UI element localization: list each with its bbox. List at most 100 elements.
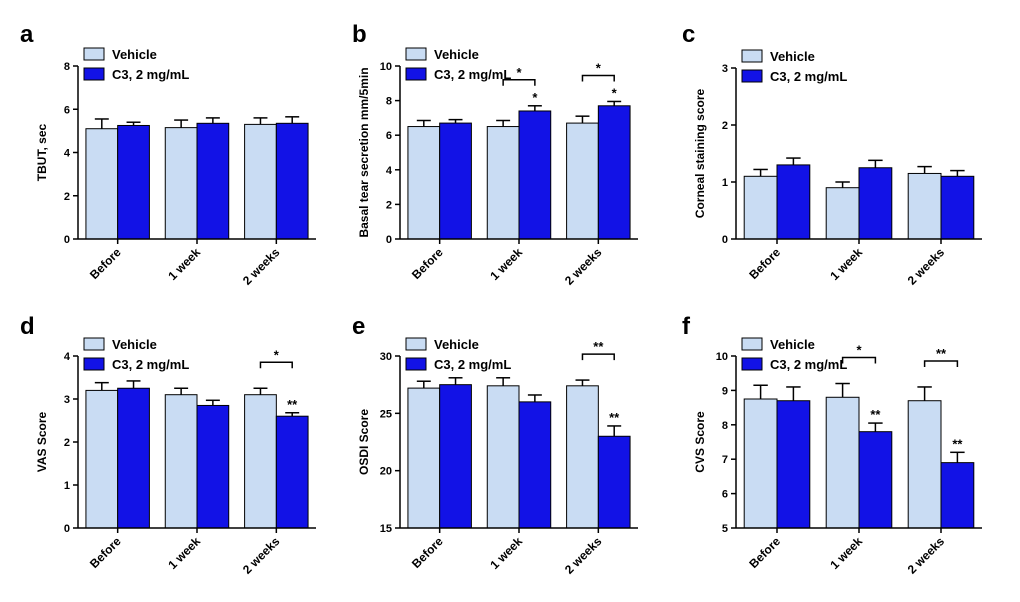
legend-label-vehicle: Vehicle [434,47,479,62]
panel-d: d 0 1 2 3 4 Before 1 week 2 weeks VAS Score Vehicl… [20,313,316,577]
significance-mark: ** [870,407,881,422]
bar-c3-0 [776,400,811,529]
significance-mark: * [274,347,280,362]
x-tick-label: 1 week [165,534,203,572]
y-tick-label: 4 [386,165,393,177]
x-tick-label: 2 weeks [240,245,283,288]
y-tick-label: 10 [380,61,392,73]
y-tick-label: 6 [386,130,392,142]
y-tick-label: 2 [722,120,728,132]
y-tick-label: 3 [64,394,70,406]
bar-vehicle-0 [85,389,119,529]
y-tick-label: 4 [64,351,71,363]
bar-vehicle-0 [407,126,441,240]
bar-vehicle-1 [486,385,520,529]
y-axis-label: Basal tear secretion mm/5min [357,67,371,237]
panel-e: e 15 20 25 30 Before 1 week 2 weeks OSDI Score Ve… [352,313,638,577]
y-tick-label: 3 [722,63,728,75]
significance-mark: * [596,60,602,75]
significance-bracket [502,79,536,86]
bar-vehicle-0 [743,175,778,240]
bar-c3-1 [858,431,893,529]
y-tick-label: 2 [386,199,392,211]
panel-b: b 0 2 4 6 8 10 Before 1 week 2 weeks Basal tear se… [352,21,638,288]
y-tick-label: 0 [64,523,70,535]
bar-c3-1 [858,167,893,240]
significance-mark: * [516,65,522,80]
bar-c3-2 [940,175,975,240]
x-tick-label: 2 weeks [905,245,948,288]
x-tick-label: 2 weeks [240,534,283,577]
x-tick-label: 2 weeks [562,534,605,577]
x-tick-label: 1 week [165,245,203,283]
y-tick-label: 6 [64,104,70,116]
bar-c3-2 [275,122,309,240]
panel-letter: f [682,313,691,340]
x-tick-label: Before [409,245,446,282]
legend-swatch-vehicle [405,337,427,351]
significance-mark: ** [287,397,298,412]
significance-bracket [581,74,615,82]
bar-c3-0 [439,384,472,529]
y-tick-label: 0 [722,234,728,246]
legend-swatch-c3 [741,69,763,83]
bar-vehicle-2 [244,123,277,240]
significance-bracket [923,360,959,367]
significance-mark: ** [952,436,963,451]
y-tick-label: 6 [722,489,728,501]
x-tick-label: 2 weeks [562,245,605,288]
y-tick-label: 30 [380,351,392,363]
bar-c3-0 [117,387,150,529]
y-axis-label: VAS Score [35,411,49,472]
significance-mark: * [856,343,862,358]
bar-c3-0 [117,124,150,240]
bar-vehicle-1 [825,396,860,529]
legend-swatch-c3 [405,67,427,81]
bar-vehicle-2 [907,172,942,240]
y-tick-label: 7 [722,454,728,466]
x-tick-label: Before [746,245,783,282]
significance-bracket [841,356,877,364]
legend-swatch-vehicle [741,337,763,351]
bar-vehicle-1 [825,187,860,240]
bar-c3-0 [439,122,472,240]
bar-vehicle-2 [244,394,277,529]
legend-swatch-vehicle [741,49,763,63]
legend-label-c3: C3, 2 mg/mL [434,67,511,82]
legend-swatch-c3 [405,357,427,371]
legend-swatch-vehicle [83,47,105,61]
significance-mark: ** [593,339,604,354]
bar-vehicle-0 [743,398,778,529]
y-tick-label: 10 [716,351,728,363]
x-tick-label: 2 weeks [905,534,948,577]
y-tick-label: 2 [64,191,70,203]
significance-mark: ** [609,410,620,425]
y-tick-label: 1 [64,480,70,492]
panel-c: c 0 1 2 3 Before 1 week 2 weeks Corneal staining… [682,21,982,288]
bar-vehicle-2 [566,122,599,240]
significance-bracket [259,361,293,369]
x-tick-label: Before [87,245,124,282]
legend-label-vehicle: Vehicle [112,47,157,62]
legend-swatch-c3 [83,67,105,81]
legend-label-c3: C3, 2 mg/mL [112,357,189,372]
legend-swatch-vehicle [405,47,427,61]
x-tick-label: 1 week [487,534,525,572]
y-tick-label: 5 [722,523,728,535]
panel-letter: a [20,21,34,48]
significance-mark: * [612,85,618,100]
significance-mark: ** [936,346,947,361]
panel-f: f 5 6 7 8 9 10 Before 1 week 2 weeks CVS Score Vehi… [682,313,982,577]
y-axis-label: OSDI Score [357,409,371,475]
panel-letter: b [352,21,367,48]
y-axis-label: Corneal staining score [693,88,707,218]
legend-label-vehicle: Vehicle [770,49,815,64]
bar-vehicle-2 [907,400,942,529]
y-tick-label: 0 [386,234,392,246]
bar-c3-2 [275,415,309,529]
y-tick-label: 8 [386,96,392,108]
bar-vehicle-1 [164,127,198,240]
legend-label-c3: C3, 2 mg/mL [112,67,189,82]
y-axis-label: TBUT, sec [35,124,49,182]
